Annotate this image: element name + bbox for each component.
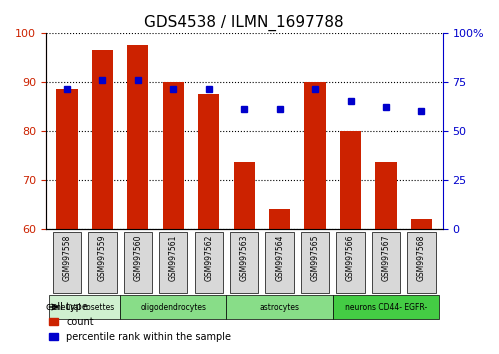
- FancyBboxPatch shape: [372, 232, 400, 293]
- Text: GSM997565: GSM997565: [310, 234, 319, 281]
- Bar: [198, 94, 220, 229]
- FancyBboxPatch shape: [265, 232, 294, 293]
- FancyBboxPatch shape: [336, 232, 365, 293]
- FancyBboxPatch shape: [120, 295, 227, 319]
- Text: GSM997562: GSM997562: [204, 234, 213, 281]
- Bar: [375, 162, 397, 229]
- Title: GDS4538 / ILMN_1697788: GDS4538 / ILMN_1697788: [144, 15, 344, 31]
- FancyBboxPatch shape: [230, 232, 258, 293]
- Text: GSM997561: GSM997561: [169, 234, 178, 281]
- Text: GSM997558: GSM997558: [62, 234, 71, 281]
- Text: neurons CD44- EGFR-: neurons CD44- EGFR-: [345, 303, 427, 312]
- Text: GSM997566: GSM997566: [346, 234, 355, 281]
- FancyBboxPatch shape: [159, 232, 188, 293]
- Text: GSM997564: GSM997564: [275, 234, 284, 281]
- FancyBboxPatch shape: [124, 232, 152, 293]
- Text: GSM997560: GSM997560: [133, 234, 142, 281]
- FancyBboxPatch shape: [49, 295, 120, 319]
- FancyBboxPatch shape: [53, 232, 81, 293]
- Text: GSM997568: GSM997568: [417, 234, 426, 281]
- Text: GSM997563: GSM997563: [240, 234, 249, 281]
- FancyBboxPatch shape: [227, 295, 333, 319]
- FancyBboxPatch shape: [407, 232, 436, 293]
- Bar: [127, 45, 149, 229]
- FancyBboxPatch shape: [88, 232, 117, 293]
- Bar: [56, 89, 78, 229]
- FancyBboxPatch shape: [195, 232, 223, 293]
- Bar: [269, 209, 290, 229]
- Text: GSM997559: GSM997559: [98, 234, 107, 281]
- Bar: [411, 219, 432, 229]
- Bar: [163, 81, 184, 229]
- FancyBboxPatch shape: [333, 295, 439, 319]
- Text: neural rosettes: neural rosettes: [55, 303, 114, 312]
- Text: oligodendrocytes: oligodendrocytes: [140, 303, 206, 312]
- Text: cell type: cell type: [46, 302, 88, 312]
- Text: GSM997567: GSM997567: [381, 234, 390, 281]
- Text: astrocytes: astrocytes: [259, 303, 299, 312]
- Bar: [234, 162, 255, 229]
- Bar: [340, 131, 361, 229]
- Bar: [304, 81, 326, 229]
- Bar: [92, 50, 113, 229]
- Legend: count, percentile rank within the sample: count, percentile rank within the sample: [45, 313, 235, 346]
- FancyBboxPatch shape: [301, 232, 329, 293]
